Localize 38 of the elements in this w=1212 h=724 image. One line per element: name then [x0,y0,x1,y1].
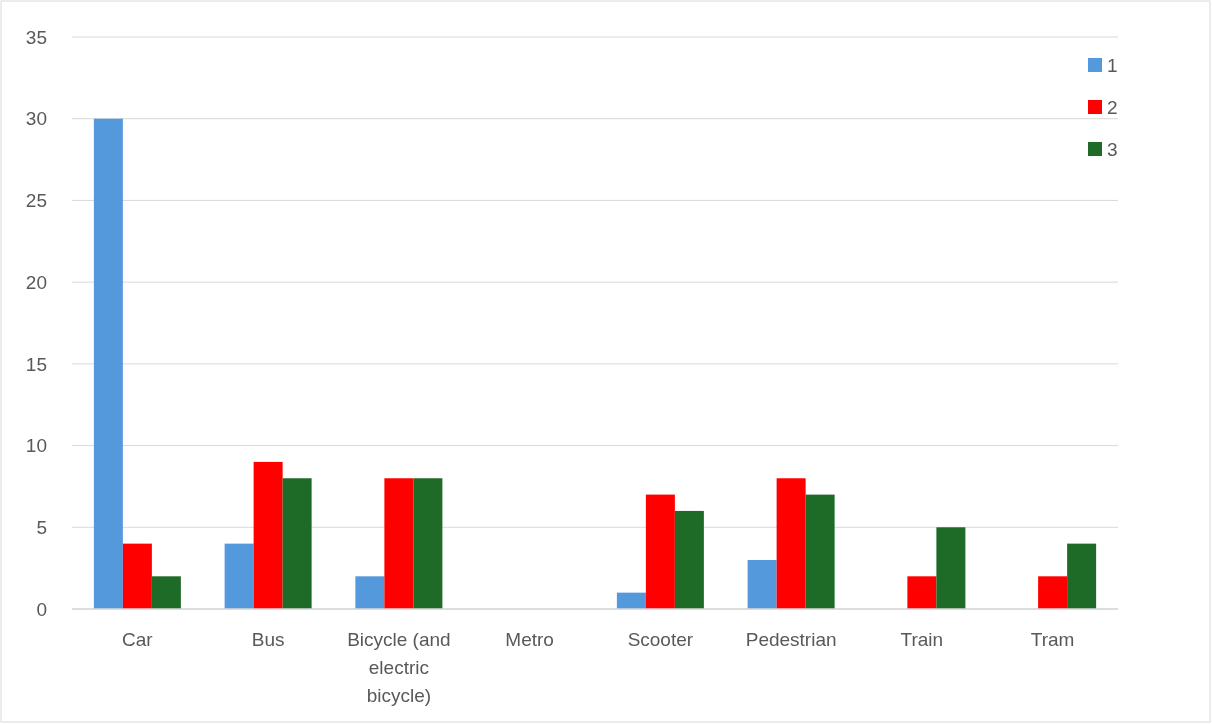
y-tick-label: 20 [25,271,47,293]
bar [151,576,181,609]
bar [1067,543,1097,609]
y-tick-label: 15 [25,353,47,375]
x-tick-label: Pedestrian [745,629,837,650]
bar [224,543,254,609]
y-tick-label: 30 [25,108,47,130]
bar [253,461,283,609]
x-tick-label: Metro [505,629,554,650]
legend-label: 3 [1107,138,1118,160]
bar [616,592,646,609]
legend-label: 1 [1107,54,1118,76]
x-tick-label: Tram [1030,629,1075,650]
y-tick-label: 10 [25,435,47,457]
x-tick-label: Train [900,629,944,650]
x-tick-label: Bus [251,629,285,650]
bar [936,527,966,609]
x-tick-label: Car [122,629,154,650]
y-tick-label: 5 [36,516,47,538]
bar [384,478,414,609]
bar [645,494,675,609]
bar [674,510,704,609]
bar [122,543,152,609]
x-tick-label: Scooter [627,629,694,650]
bar [776,478,806,609]
bar [355,576,385,609]
y-tick-label: 0 [36,598,47,620]
bar [413,478,443,609]
y-tick-label: 35 [25,26,47,48]
bar [282,478,312,609]
bar [93,118,123,609]
y-tick-label: 25 [25,190,47,212]
x-tick-label: Bicycle (and electric bicycle) [347,629,451,706]
bar [1038,576,1068,609]
bar [907,576,937,609]
legend-label: 2 [1107,96,1118,118]
bar [805,494,835,609]
bar [747,559,777,609]
